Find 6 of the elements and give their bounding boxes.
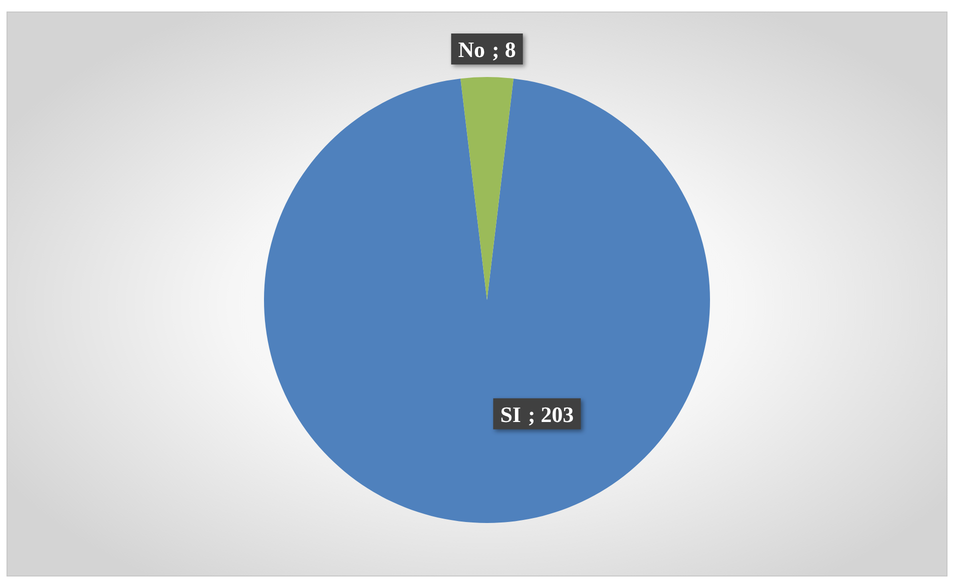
pie-slice: [460, 77, 514, 300]
slice-label: No: [458, 36, 486, 62]
data-label: ; 203: [528, 401, 574, 426]
pie-slice: [264, 78, 710, 523]
slice-label: SI: [500, 401, 521, 426]
data-label: ; 8: [492, 36, 516, 62]
